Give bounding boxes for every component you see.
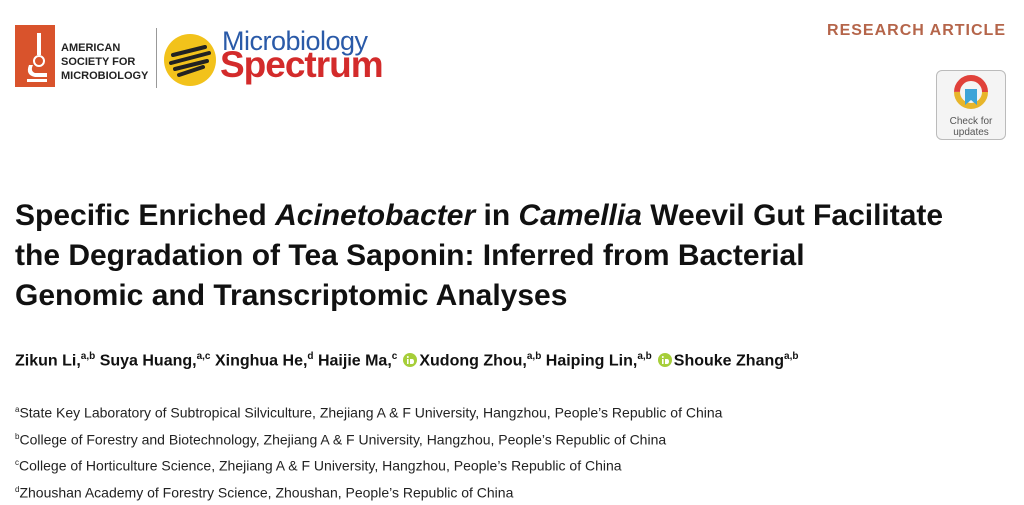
check-text: Check for: [949, 116, 993, 127]
author-name: Haiping Lin,: [545, 352, 638, 370]
title-text: Weevil Gut Facilitate: [641, 199, 944, 232]
author-affiliation: a,b: [637, 351, 652, 362]
author-name: Xinghua He,: [214, 352, 308, 370]
title-text: Specific Enriched: [15, 199, 276, 232]
check-updates[interactable]: Check for updates: [936, 70, 1006, 140]
author-affiliation: a,b: [784, 351, 799, 362]
check-text: updates: [953, 127, 989, 138]
article-title: Specific Enriched Acinetobacter in Camel…: [15, 196, 1015, 316]
author-name: Haijie Ma,: [317, 352, 392, 370]
affiliation-text: College of Forestry and Biotechnology, Z…: [19, 431, 667, 448]
publisher-name: AMERICAN SOCIETY FOR MICROBIOLOGY: [61, 41, 148, 83]
title-italic: Camellia: [518, 199, 642, 232]
affiliation-label: c: [15, 458, 19, 468]
author-name: Shouke Zhang: [673, 352, 785, 370]
affiliation-label: b: [15, 431, 20, 441]
orcid-icon[interactable]: [657, 353, 672, 368]
check-icon: [954, 75, 988, 109]
affiliation: bCollege of Forestry and Biotechnology, …: [15, 425, 722, 452]
affiliation-label: a: [15, 405, 20, 414]
divider: [156, 28, 157, 88]
title-text: the Degradation of Tea Saponin: Inferred…: [15, 239, 805, 272]
title-text: Genomic and Transcriptomic Analyses: [15, 279, 568, 312]
affiliation-list: aState Key Laboratory of Subtropical Sil…: [15, 398, 722, 505]
author-name: Suya Huang,: [99, 352, 197, 370]
author-affiliation: a,c: [196, 351, 211, 362]
author-name: Zikun Li,: [15, 352, 81, 370]
title-italic: Acinetobacter: [275, 199, 476, 232]
publisher-line: AMERICAN: [61, 42, 121, 54]
affiliation-text: State Key Laboratory of Subtropical Silv…: [19, 404, 723, 421]
journal-name: Spectrum: [220, 44, 384, 85]
journal-name: Microbiology: [222, 26, 368, 56]
orcid-icon[interactable]: [403, 353, 418, 368]
publisher-line: MICROBIOLOGY: [61, 70, 149, 82]
affiliation: cCollege of Horticulture Science, Zhejia…: [15, 451, 722, 478]
author-affiliation: d: [307, 351, 314, 362]
page: {"header": {"publisher": ["AMERICAN", "S…: [15, 22, 1015, 501]
affiliation-text: College of Horticulture Science, Zhejian…: [19, 457, 622, 474]
affiliation: aState Key Laboratory of Subtropical Sil…: [15, 398, 722, 425]
affiliation-label: d: [15, 484, 20, 494]
author-affiliation: a,b: [526, 351, 542, 362]
publisher-line: SOCIETY FOR: [61, 56, 136, 68]
asm-logo: [15, 25, 55, 87]
author-affiliation: a,b: [80, 351, 96, 362]
title-text: in: [475, 199, 519, 232]
author-name: Xudong Zhou,: [419, 352, 527, 370]
affiliation: dZhoushan Academy of Forestry Science, Z…: [15, 478, 722, 505]
journal-logo: [164, 34, 216, 86]
article-type: RESEARCH ARTICLE: [827, 22, 1006, 39]
author-list: Zikun Li,a,b Suya Huang,a,c Xinghua He,d…: [15, 351, 798, 370]
author-affiliation: c: [391, 351, 398, 362]
